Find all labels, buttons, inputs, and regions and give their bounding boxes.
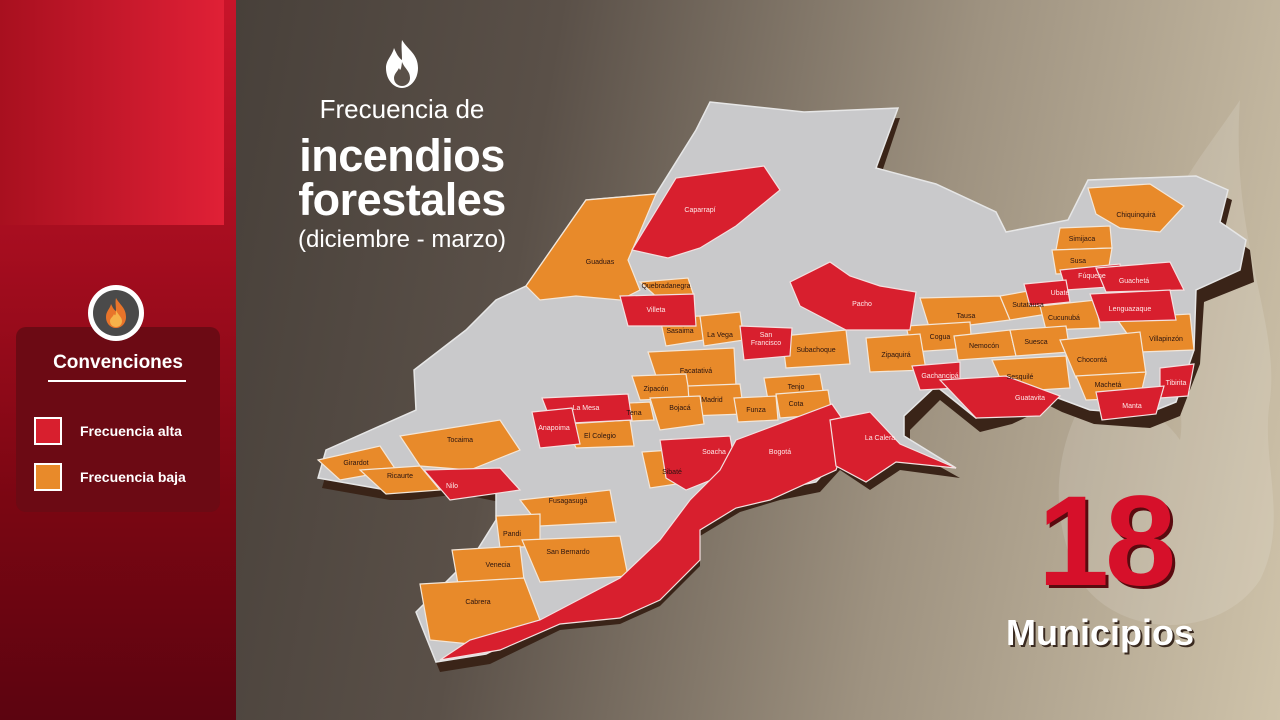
region-pacho (789, 261, 917, 331)
title-line-3: forestales (298, 174, 506, 225)
svg-text:Tenjo: Tenjo (788, 384, 805, 391)
svg-text:Tibirita: Tibirita (1166, 380, 1187, 387)
svg-text:Cabrera: Cabrera (465, 599, 490, 606)
region-ubate (1023, 279, 1071, 307)
legend-swatch-baja (34, 463, 62, 491)
svg-text:Nilo: Nilo (446, 483, 458, 490)
svg-text:Girardot: Girardot (343, 460, 368, 467)
svg-text:Fúquene: Fúquene (1078, 273, 1106, 280)
legend-swatch-alta (34, 417, 62, 445)
svg-text:Funza: Funza (746, 407, 766, 414)
region-bojaca (649, 395, 705, 431)
region-ricaurte (358, 465, 442, 495)
svg-text:Suesca: Suesca (1024, 339, 1047, 346)
svg-text:Facatativá: Facatativá (680, 368, 712, 375)
legend-label-alta: Frecuencia alta (80, 423, 182, 439)
region-manta (1095, 385, 1165, 421)
svg-text:Gachancipá: Gachancipá (921, 373, 958, 380)
svg-text:Sutatausa: Sutatausa (1012, 302, 1044, 309)
svg-text:Simijaca: Simijaca (1069, 236, 1096, 243)
svg-text:Nemocón: Nemocón (969, 343, 999, 350)
svg-text:Susa: Susa (1070, 258, 1086, 265)
svg-text:San: San (760, 332, 773, 339)
svg-text:Villapinzón: Villapinzón (1149, 336, 1183, 343)
title-line-1: Frecuencia de (319, 94, 485, 124)
svg-text:La Vega: La Vega (707, 332, 733, 339)
region-la-vega (699, 311, 745, 347)
count-number: 18 (1037, 470, 1176, 613)
svg-text:Pandi: Pandi (503, 531, 521, 538)
svg-text:Pacho: Pacho (852, 301, 872, 308)
svg-text:Machetá: Machetá (1095, 382, 1122, 389)
region-guacheta (1095, 261, 1185, 293)
svg-text:San Bernardo: San Bernardo (546, 549, 589, 556)
municipality-labels: Guaduas Caparrapí Quebradanegra Villeta … (343, 207, 1186, 606)
legend-label-baja: Frecuencia baja (80, 469, 186, 485)
title-line-2: incendios (299, 130, 505, 181)
svg-text:Venecia: Venecia (486, 562, 511, 569)
svg-text:Caparrapí: Caparrapí (684, 207, 715, 214)
legend-title: Convenciones (53, 352, 183, 373)
svg-text:Sasaima: Sasaima (666, 328, 693, 335)
region-villeta (619, 293, 697, 327)
svg-text:Lenguazaque: Lenguazaque (1109, 306, 1152, 313)
region-guatavita (938, 375, 1062, 419)
svg-text:Soacha: Soacha (702, 449, 726, 456)
region-la-calera (829, 411, 957, 483)
svg-text:Quebradanegra: Quebradanegra (641, 283, 690, 290)
fire-badge-icon (88, 285, 144, 341)
svg-text:Sesquilé: Sesquilé (1007, 374, 1034, 381)
svg-text:Anapoima: Anapoima (538, 425, 570, 432)
svg-text:La Calera: La Calera (865, 435, 895, 442)
regions-alta (422, 165, 1195, 661)
region-nilo (422, 467, 522, 501)
svg-text:Zipacón: Zipacón (644, 386, 669, 393)
svg-text:Cota: Cota (789, 401, 804, 408)
region-anapoima (531, 407, 581, 449)
svg-text:Sibaté: Sibaté (662, 469, 682, 476)
svg-text:Bojacá: Bojacá (669, 405, 691, 412)
svg-text:Guatavita: Guatavita (1015, 395, 1045, 402)
svg-text:Chiquinquirá: Chiquinquirá (1116, 212, 1155, 219)
svg-text:Madrid: Madrid (701, 397, 723, 404)
svg-text:Francisco: Francisco (751, 340, 781, 347)
region-funza (733, 395, 779, 423)
svg-text:Bogotá: Bogotá (769, 449, 791, 456)
svg-text:Cucunubá: Cucunubá (1048, 315, 1080, 322)
region-tocaima (398, 419, 521, 471)
region-lenguazaque (1089, 289, 1177, 323)
region-san-bernardo (521, 535, 629, 583)
region-chiquinquira (1087, 183, 1185, 233)
count-label: Municipios (1006, 612, 1194, 653)
svg-text:La Mesa: La Mesa (573, 405, 600, 412)
svg-text:Chocontá: Chocontá (1077, 357, 1107, 364)
region-san-francisco (739, 325, 793, 361)
svg-text:Tena: Tena (626, 410, 641, 417)
svg-text:El Colegio: El Colegio (584, 433, 616, 440)
region-choconta (1059, 331, 1147, 379)
region-guaduas (525, 193, 657, 301)
svg-text:Cogua: Cogua (930, 334, 951, 341)
region-bogota (439, 403, 851, 661)
svg-text:Tausa: Tausa (957, 313, 976, 320)
legend-divider (48, 380, 186, 382)
svg-text:Manta: Manta (1122, 403, 1142, 410)
region-subachoque (781, 329, 851, 369)
svg-text:Guaduas: Guaduas (586, 259, 615, 266)
svg-text:Fusagasugá: Fusagasugá (549, 498, 588, 505)
svg-text:Subachoque: Subachoque (796, 347, 835, 354)
svg-text:Tocaima: Tocaima (447, 437, 473, 444)
svg-text:Ricaurte: Ricaurte (387, 473, 413, 480)
svg-text:Zipaquirá: Zipaquirá (881, 352, 910, 359)
region-cucunuba (1039, 299, 1101, 331)
svg-text:Ubaté: Ubaté (1051, 290, 1070, 297)
sidebar-highlight (0, 0, 224, 225)
region-caparrapi (631, 165, 781, 259)
svg-text:Villeta: Villeta (647, 307, 666, 314)
flame-icon (386, 40, 418, 88)
title-line-4: (diciembre - marzo) (297, 226, 507, 253)
svg-text:Guachetá: Guachetá (1119, 278, 1149, 285)
